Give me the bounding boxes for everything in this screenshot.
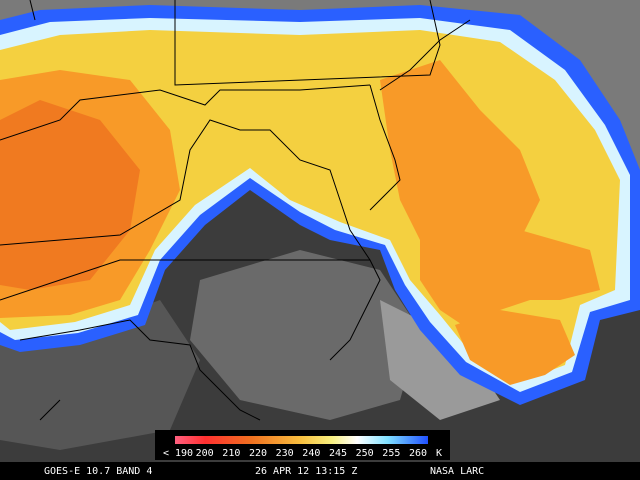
source-label: NASA LARC bbox=[430, 466, 484, 477]
legend-label: 260 bbox=[409, 448, 427, 459]
legend-label: 200 bbox=[196, 448, 214, 459]
legend-label: 210 bbox=[222, 448, 240, 459]
cold-cloud-tops bbox=[0, 5, 640, 405]
colorbar-box bbox=[155, 430, 450, 460]
legend-label: 250 bbox=[356, 448, 374, 459]
legend-label: < 190 bbox=[163, 448, 193, 459]
colorbar bbox=[175, 436, 428, 444]
legend-label: 230 bbox=[276, 448, 294, 459]
legend-label: 255 bbox=[382, 448, 400, 459]
legend-label: 240 bbox=[302, 448, 320, 459]
caption-bar bbox=[0, 462, 640, 480]
satellite-label: GOES-E 10.7 BAND 4 bbox=[44, 466, 152, 477]
legend-label: 245 bbox=[329, 448, 347, 459]
state-borders bbox=[0, 0, 471, 421]
time-label: 26 APR 12 13:15 Z bbox=[255, 466, 357, 477]
legend-unit: K bbox=[436, 448, 442, 459]
legend-label: 220 bbox=[249, 448, 267, 459]
